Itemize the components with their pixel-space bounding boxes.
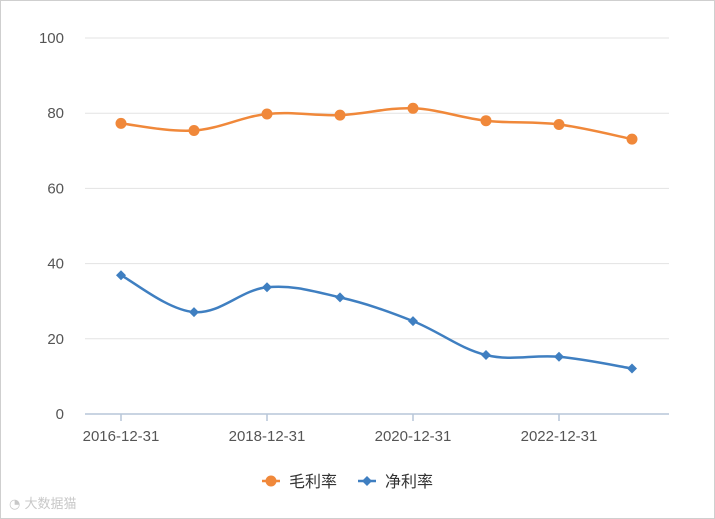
data-point <box>481 350 491 360</box>
y-tick-label: 40 <box>47 256 64 273</box>
data-point <box>407 102 419 114</box>
data-point <box>480 115 492 127</box>
y-tick-label: 80 <box>47 105 64 122</box>
data-point <box>115 117 127 129</box>
data-point <box>553 119 565 130</box>
legend-marker <box>362 476 372 486</box>
series-line <box>120 274 633 370</box>
watermark-logo: ◔ 大数据猫 <box>9 493 77 512</box>
legend-item-2: 净利率 <box>358 472 433 491</box>
series <box>115 102 638 374</box>
data-point <box>189 307 199 318</box>
x-tick-label: 2018-12-31 <box>229 428 306 445</box>
data-point <box>554 351 564 362</box>
watermark-text: 大数据猫 <box>24 497 77 512</box>
series-line <box>120 106 633 141</box>
gridlines <box>85 37 669 340</box>
data-point <box>262 282 272 293</box>
data-point <box>261 108 273 120</box>
x-tick-label: 2020-12-31 <box>375 428 452 445</box>
y-tick-label: 20 <box>47 331 64 348</box>
data-point <box>334 109 346 121</box>
series-1 <box>115 102 638 145</box>
axes: 0 20 40 60 80 100 2016-12-31 2018-12-31 2020-12-… <box>39 30 669 445</box>
series-2 <box>116 270 637 374</box>
data-point <box>627 363 637 374</box>
legend-label: 毛利率 <box>289 472 337 491</box>
legend-label: 净利率 <box>385 472 433 491</box>
watermark-icon: ◔ <box>9 497 25 512</box>
y-tick-label: 100 <box>39 30 64 47</box>
data-point <box>408 316 418 327</box>
data-point <box>335 292 345 303</box>
y-tick-label: 0 <box>56 406 64 423</box>
legend: 毛利率 净利率 <box>262 472 433 491</box>
legend-marker <box>265 475 277 487</box>
data-point <box>116 270 126 281</box>
y-tick-label: 60 <box>47 180 64 197</box>
data-point <box>626 133 638 145</box>
x-tick-label: 2022-12-31 <box>521 428 598 445</box>
x-tick-label: 2016-12-31 <box>83 428 160 445</box>
data-point <box>188 125 200 136</box>
legend-item-1: 毛利率 <box>262 472 337 491</box>
